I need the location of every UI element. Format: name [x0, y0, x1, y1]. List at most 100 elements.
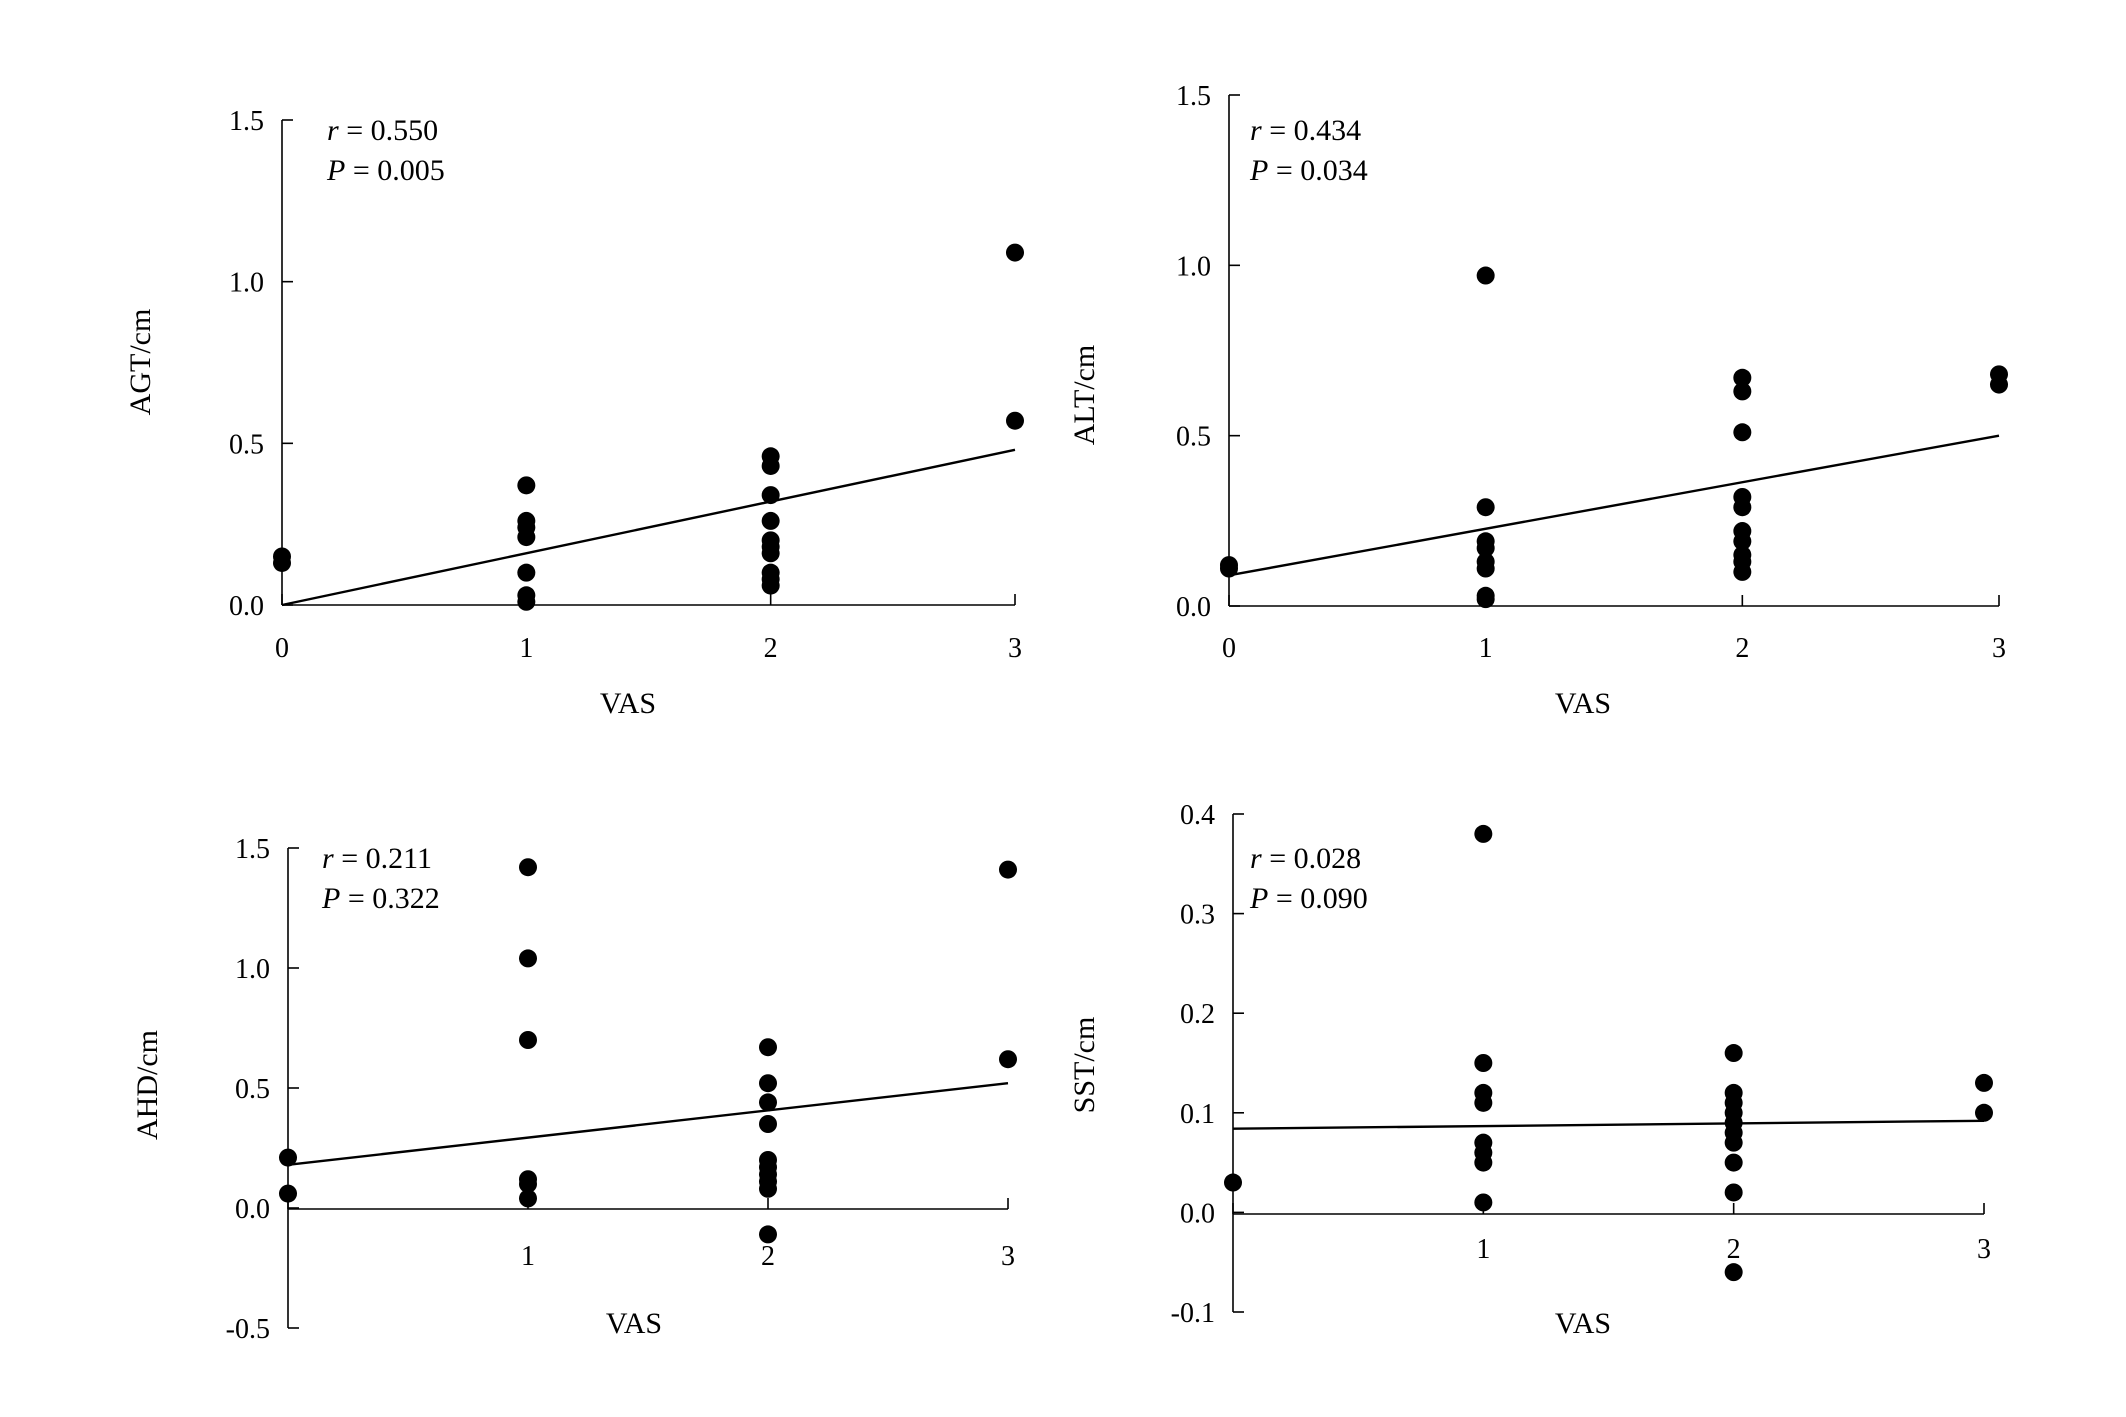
- data-point: [1975, 1073, 1993, 1092]
- data-point: [1724, 1183, 1743, 1202]
- p-annotation: P = 0.034: [1249, 154, 1368, 187]
- data-point: [1476, 498, 1495, 517]
- data-point: [761, 576, 780, 595]
- x-tick-label: 2: [764, 633, 778, 664]
- y-axis-title: AGT/cm: [124, 309, 157, 416]
- panel-sst: -0.1 0.0 0.1 0.2 0.3 0.4 1 2 3 VAS SST/cm r = 0.028…: [1068, 800, 1993, 1340]
- data-point: [1724, 1153, 1743, 1172]
- p-symbol: P: [1249, 154, 1268, 187]
- panel-agt: 0.0 0.5 1.0 1.5 0 1 2 3 VAS AGT/cm r = 0.550 P = 0.…: [124, 106, 1024, 720]
- y-axis-title: ALT/cm: [1068, 345, 1101, 446]
- data-point: [1474, 1153, 1493, 1172]
- r-value: = 0.028: [1262, 842, 1361, 875]
- data-point: [1733, 498, 1752, 517]
- data-point: [517, 476, 536, 495]
- data-point: [1476, 590, 1495, 609]
- data-point: [519, 949, 537, 968]
- x-axis-title: VAS: [600, 687, 656, 720]
- y-tick-label: 1.0: [229, 268, 264, 299]
- data-point: [519, 858, 537, 877]
- data-point: [1733, 423, 1752, 442]
- y-tick-label: 0.0: [235, 1194, 270, 1225]
- y-tick-label: 0.3: [1180, 900, 1215, 931]
- r-annotation: r = 0.028: [1250, 842, 1361, 875]
- data-point: [1724, 1044, 1743, 1063]
- p-symbol: P: [1249, 882, 1268, 915]
- data-point: [759, 1225, 777, 1244]
- data-point: [273, 553, 291, 572]
- data-point: [759, 1179, 777, 1198]
- data-point: [1224, 1173, 1242, 1192]
- x-tick-label: 1: [1479, 633, 1493, 664]
- r-annotation: r = 0.211: [322, 842, 432, 875]
- regression-line: [1228, 434, 2000, 577]
- data-point: [1733, 382, 1752, 401]
- r-symbol: r: [1250, 114, 1262, 147]
- x-tick-label: 2: [761, 1241, 775, 1272]
- y-tick-label: 0.5: [1176, 422, 1211, 453]
- x-tick-label: 3: [1992, 633, 2006, 664]
- y-tick-label: 1.5: [235, 834, 270, 865]
- r-symbol: r: [1250, 842, 1262, 875]
- x-tick-label: 1: [521, 1241, 535, 1272]
- data-point: [759, 1093, 777, 1112]
- y-tick-label: 0.0: [1176, 592, 1211, 623]
- data-point: [759, 1115, 777, 1133]
- x-axis-title: VAS: [1555, 687, 1611, 720]
- r-value: = 0.211: [334, 842, 432, 875]
- data-point: [1733, 368, 1752, 387]
- y-tick-label: 0.4: [1180, 800, 1215, 831]
- data-point: [279, 1184, 297, 1203]
- r-annotation: r = 0.434: [1250, 114, 1361, 147]
- y-tick-label: 1.5: [1176, 81, 1211, 112]
- data-point: [519, 1189, 537, 1208]
- data-point: [279, 1148, 297, 1167]
- data-point: [1733, 532, 1752, 551]
- data-point: [1724, 1263, 1743, 1282]
- panel-alt: 0.0 0.5 1.0 1.5 0 1 2 3 VAS ALT/cm r = 0.434 P = 0.…: [1068, 81, 2008, 720]
- p-value: = 0.034: [1268, 154, 1367, 187]
- p-annotation: P = 0.322: [321, 882, 440, 915]
- data-point: [1476, 539, 1495, 558]
- data-point: [517, 592, 536, 611]
- x-tick-label: 1: [519, 633, 533, 664]
- y-tick-label: -0.1: [1171, 1298, 1215, 1329]
- data-point: [1474, 1193, 1493, 1212]
- data-point: [1220, 559, 1238, 578]
- p-symbol: P: [326, 154, 345, 187]
- data-point: [761, 511, 780, 530]
- data-point: [1733, 562, 1752, 581]
- r-value: = 0.434: [1262, 114, 1361, 147]
- data-point: [759, 1038, 777, 1057]
- p-annotation: P = 0.005: [326, 154, 445, 187]
- data-point: [761, 456, 780, 475]
- data-point: [1474, 824, 1493, 843]
- data-point: [519, 1175, 537, 1193]
- y-tick-label: 1.0: [235, 954, 270, 985]
- data-point: [1476, 266, 1495, 285]
- data-point: [999, 1050, 1017, 1069]
- p-annotation: P = 0.090: [1249, 882, 1368, 915]
- x-tick-label: 2: [1727, 1234, 1741, 1265]
- x-axis-title: VAS: [1555, 1307, 1611, 1340]
- data-point: [1476, 559, 1495, 578]
- x-tick-label: 1: [1476, 1234, 1490, 1265]
- data-point: [1006, 243, 1024, 262]
- data-point: [1474, 1093, 1493, 1112]
- data-point: [1990, 375, 2008, 394]
- data-point: [761, 544, 780, 563]
- data-point: [759, 1074, 777, 1093]
- data-point: [517, 563, 536, 582]
- p-symbol: P: [321, 882, 340, 915]
- y-tick-label: 0.1: [1180, 1099, 1215, 1130]
- data-point: [517, 528, 536, 547]
- y-tick-label: 0.0: [229, 591, 264, 622]
- y-axis-title: AHD/cm: [131, 1030, 164, 1140]
- x-tick-label: 0: [1222, 633, 1236, 664]
- data-point: [761, 486, 780, 505]
- y-tick-label: 1.5: [229, 106, 264, 137]
- x-tick-label: 0: [275, 633, 289, 664]
- x-tick-label: 3: [1008, 633, 1022, 664]
- y-axis-title: SST/cm: [1068, 1017, 1101, 1114]
